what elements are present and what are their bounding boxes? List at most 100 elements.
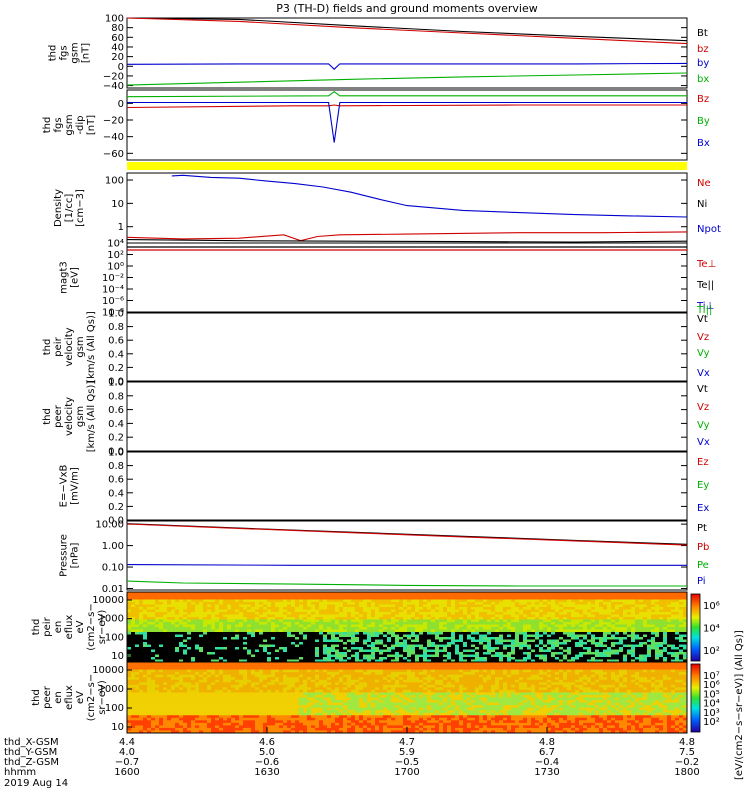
- legend-entry: Bx: [697, 138, 710, 149]
- y-axis-label: fgs: [59, 45, 70, 60]
- colorbar-tick-label: 10²: [703, 646, 720, 657]
- series-line-Pi: [126, 564, 687, 566]
- y-axis-label: Pressure: [59, 534, 70, 577]
- spectrogram-peir_eflux: [127, 592, 688, 663]
- y-tick-label: 0.10: [102, 563, 124, 574]
- x-axis-value: 7.5: [679, 747, 695, 758]
- colorbar-label: [eV/(cm2−s−sr−eV)] (All Qs)]: [734, 630, 745, 780]
- series-line-Bt: [126, 17, 688, 42]
- y-axis-label: velocity: [64, 397, 75, 436]
- x-axis-value: 4.0: [119, 747, 135, 758]
- y-tick-label: 0.8: [108, 461, 124, 472]
- y-tick-label: 20: [111, 52, 124, 63]
- y-tick-label: 10⁻⁶: [102, 296, 124, 307]
- y-tick-label: 60: [111, 33, 124, 44]
- colorbar-tick-label: 10⁶: [703, 680, 720, 691]
- legend-entry: Ez: [697, 457, 709, 468]
- x-axis-row-name: hhmm: [4, 767, 36, 778]
- y-axis-label: fgs: [53, 117, 64, 132]
- x-axis-value: 1630: [254, 767, 279, 778]
- y-tick-label: 1.0: [108, 309, 124, 320]
- series-line-by: [126, 62, 688, 70]
- y-axis-label: gsm: [64, 114, 75, 135]
- panel-peir_velocity: thd peir velocity gsm [km/s (All Qs)] 1.0 0.8 0…: [42, 309, 710, 388]
- y-axis-label: [1/cc]: [64, 194, 75, 223]
- y-tick-label: 10: [111, 722, 124, 733]
- y-tick-label: 0.2: [108, 502, 124, 513]
- y-axis-label: en: [53, 691, 64, 704]
- y-tick-label: 10⁰: [107, 262, 124, 273]
- y-axis-label: [cm−3]: [75, 189, 86, 227]
- legend-entry: Ne: [697, 178, 711, 189]
- legend-entry: By: [697, 116, 710, 127]
- x-axis-value: 6.7: [539, 747, 555, 758]
- y-axis-label: [nPa]: [70, 542, 81, 568]
- legend-entry: Pt: [697, 523, 707, 534]
- x-axis-value: 1600: [114, 767, 139, 778]
- y-tick-label: 100: [105, 632, 124, 643]
- x-axis-row-name: thd_X-GSM: [4, 737, 59, 748]
- panel-peir_eflux: thd peir en eflux eV (cm2−s− sr−eV) 10000 1000 10…: [31, 591, 688, 663]
- series-line-Bx: [127, 101, 687, 143]
- legend-entry: Ti||: [696, 305, 712, 316]
- y-axis-label: thd: [31, 619, 42, 636]
- y-tick-label: 1000: [99, 684, 124, 695]
- y-tick-label: 80: [111, 23, 124, 34]
- y-axis-label: thd: [42, 408, 53, 425]
- y-tick-label: 10⁻⁴: [102, 285, 124, 296]
- colorbar-tick-label: 10⁵: [703, 689, 720, 700]
- colorbar-tick-label: 10⁶: [703, 601, 720, 612]
- colorbar-peer: [690, 663, 701, 733]
- series-line-Ne: [126, 231, 688, 242]
- y-axis-label: gsm: [75, 406, 86, 427]
- panel-peer_eflux: thd peer en eflux eV (cm2−s− sr−eV) 10000 1000 10…: [31, 661, 688, 734]
- y-axis-label: Density: [53, 189, 64, 227]
- y-tick-label: 100: [105, 176, 124, 187]
- y-tick-label: 1.0: [108, 448, 124, 459]
- x-axis-value: −0.4: [535, 757, 559, 768]
- y-axis-label: (cm2−s−: [86, 603, 97, 650]
- y-tick-label: 10000: [92, 665, 124, 676]
- y-tick-label: 10: [111, 651, 124, 662]
- legend-entry: bx: [697, 74, 709, 85]
- x-axis-value: 4.7: [399, 737, 415, 748]
- legend-entry: Vy: [697, 420, 710, 431]
- legend-entry: Vt: [697, 384, 708, 395]
- x-axis-value: 4.4: [119, 737, 135, 748]
- x-axis-row-name: thd_Y-GSM: [4, 747, 57, 758]
- series-line-bx: [126, 72, 688, 86]
- panel-efield: E=−VxB [mV/m] 1.0 0.8 0.6 0.4 0.2 0.0 Ez Ey Ex: [59, 448, 710, 527]
- legend-entry: Pb: [697, 542, 709, 553]
- legend-entry: Pe: [697, 560, 709, 571]
- y-tick-label: 0.0: [108, 516, 124, 527]
- panel-density: Density [1/cc] [cm−3] 100 10 1 Ne Ni Npot: [53, 172, 721, 244]
- x-axis-value: −0.5: [395, 757, 419, 768]
- panel-frame: [126, 312, 688, 382]
- y-tick-label: 0.6: [108, 475, 124, 486]
- y-tick-label: 0: [118, 99, 124, 110]
- y-axis-label: eV: [75, 691, 86, 704]
- legend-entry: Vt: [697, 314, 708, 325]
- colorbar-peir: [690, 593, 701, 662]
- y-axis-label: sr−eV): [97, 680, 108, 715]
- y-tick-label: 100: [105, 14, 124, 25]
- panel-frame: [126, 17, 688, 89]
- y-axis-label: [km/s (All Qs)]: [86, 381, 97, 453]
- legend-entry: Te⊥: [696, 259, 716, 270]
- x-axis-value: 4.8: [539, 737, 555, 748]
- legend-entry: Ey: [697, 480, 709, 491]
- y-axis-label: gsm: [75, 336, 86, 357]
- series-line-Npot: [171, 174, 688, 218]
- colorbar-tick-label: 10⁴: [703, 624, 720, 635]
- y-axis-label: sr−eV): [97, 610, 108, 645]
- x-axis-value: −0.7: [115, 757, 139, 768]
- y-axis-label: (cm2−s−: [86, 674, 97, 721]
- panel-frame: [126, 242, 688, 313]
- y-axis-label: peir: [42, 616, 53, 636]
- y-axis-label: [nT]: [86, 115, 97, 135]
- y-axis-label: magt3: [59, 261, 70, 294]
- colorbar-tick-label: 10³: [703, 708, 720, 719]
- y-tick-label: 40: [111, 42, 124, 53]
